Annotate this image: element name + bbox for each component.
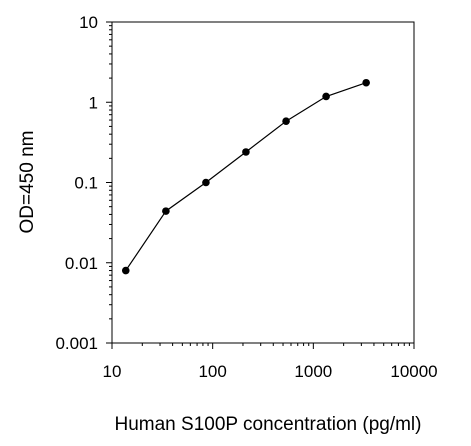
y-axis-title: OD=450 nm (17, 131, 38, 234)
data-point (242, 148, 250, 156)
y-axis-ticks: 0.001 0.01 0.1 1 10 (55, 13, 112, 353)
series-line (125, 82, 367, 271)
data-point (362, 78, 370, 87)
y-tick-label: 0.1 (74, 174, 98, 193)
y-tick-label: 0.001 (55, 334, 98, 353)
y-tick-label: 0.01 (65, 254, 98, 273)
series-layer (121, 78, 370, 275)
y-tick-label: 1 (89, 93, 98, 112)
data-point (121, 266, 130, 275)
x-tick-label: 10 (103, 362, 122, 381)
data-point (202, 178, 210, 187)
x-tick-label: 100 (198, 362, 226, 381)
data-point (322, 92, 330, 101)
y-tick-label: 10 (79, 13, 98, 32)
x-tick-label: 10000 (390, 362, 437, 381)
x-tick-label: 1000 (294, 362, 332, 381)
plot-area-frame (111, 21, 415, 344)
x-axis-title: Human S100P concentration (pg/ml) (115, 414, 422, 435)
x-axis-ticks: 10 100 1000 10000 (103, 343, 438, 381)
data-point (282, 117, 290, 126)
data-point (162, 207, 170, 215)
